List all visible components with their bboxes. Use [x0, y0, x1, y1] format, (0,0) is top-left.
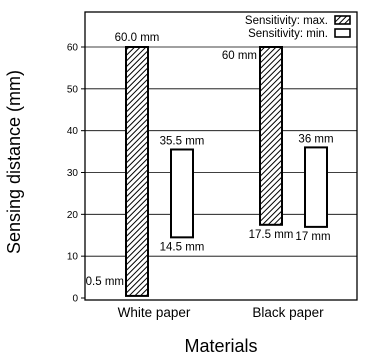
- min-sensitivity-bar-0: [170, 148, 194, 239]
- plot-frame: [84, 11, 358, 301]
- data-label-top: 60.0 mm: [115, 32, 160, 44]
- legend: Sensitivity: max.Sensitivity: min.: [245, 15, 351, 40]
- max-sensitivity-bar-1: [259, 46, 283, 226]
- y-tick-label: 40: [67, 126, 79, 137]
- y-tick-label: 10: [67, 252, 79, 263]
- data-label-bottom: 17 mm: [295, 231, 330, 243]
- legend-label: Sensitivity: min.: [248, 28, 328, 40]
- y-tick-label: 50: [67, 84, 79, 95]
- max-sensitivity-bar-0: [125, 46, 149, 297]
- data-label-bottom: 14.5 mm: [160, 241, 205, 253]
- category-label: Black paper: [252, 305, 324, 320]
- y-tick-label: 0: [72, 294, 78, 305]
- y-tick-label: 60: [67, 43, 79, 54]
- y-tick-label: 30: [67, 168, 79, 179]
- data-label-top: 36 mm: [298, 133, 333, 145]
- legend-swatch: [334, 15, 351, 25]
- min-sensitivity-bar-1: [304, 146, 328, 228]
- y-tick-labels: 0 10 20 30 40 50 60: [67, 43, 79, 305]
- category-label: White paper: [118, 305, 191, 320]
- category-labels: White paper Black paper: [118, 305, 325, 320]
- data-label-top: 60 mm: [222, 50, 257, 62]
- y-tick-label: 20: [67, 210, 79, 221]
- legend-swatch: [334, 28, 351, 38]
- data-label-bottom: 17.5 mm: [249, 229, 294, 241]
- data-label-top: 35.5 mm: [160, 135, 205, 147]
- y-axis-title: Sensing distance (mm): [4, 70, 24, 254]
- bars: [125, 46, 328, 297]
- x-axis-title: Materials: [184, 336, 257, 356]
- legend-label: Sensitivity: max.: [245, 15, 328, 27]
- data-labels: 60.0 mm 0.5 mm 60 mm 17.5 mm 35.5 mm 14.5 mm 3…: [86, 32, 334, 288]
- data-label-bottom: 0.5 mm: [86, 276, 124, 288]
